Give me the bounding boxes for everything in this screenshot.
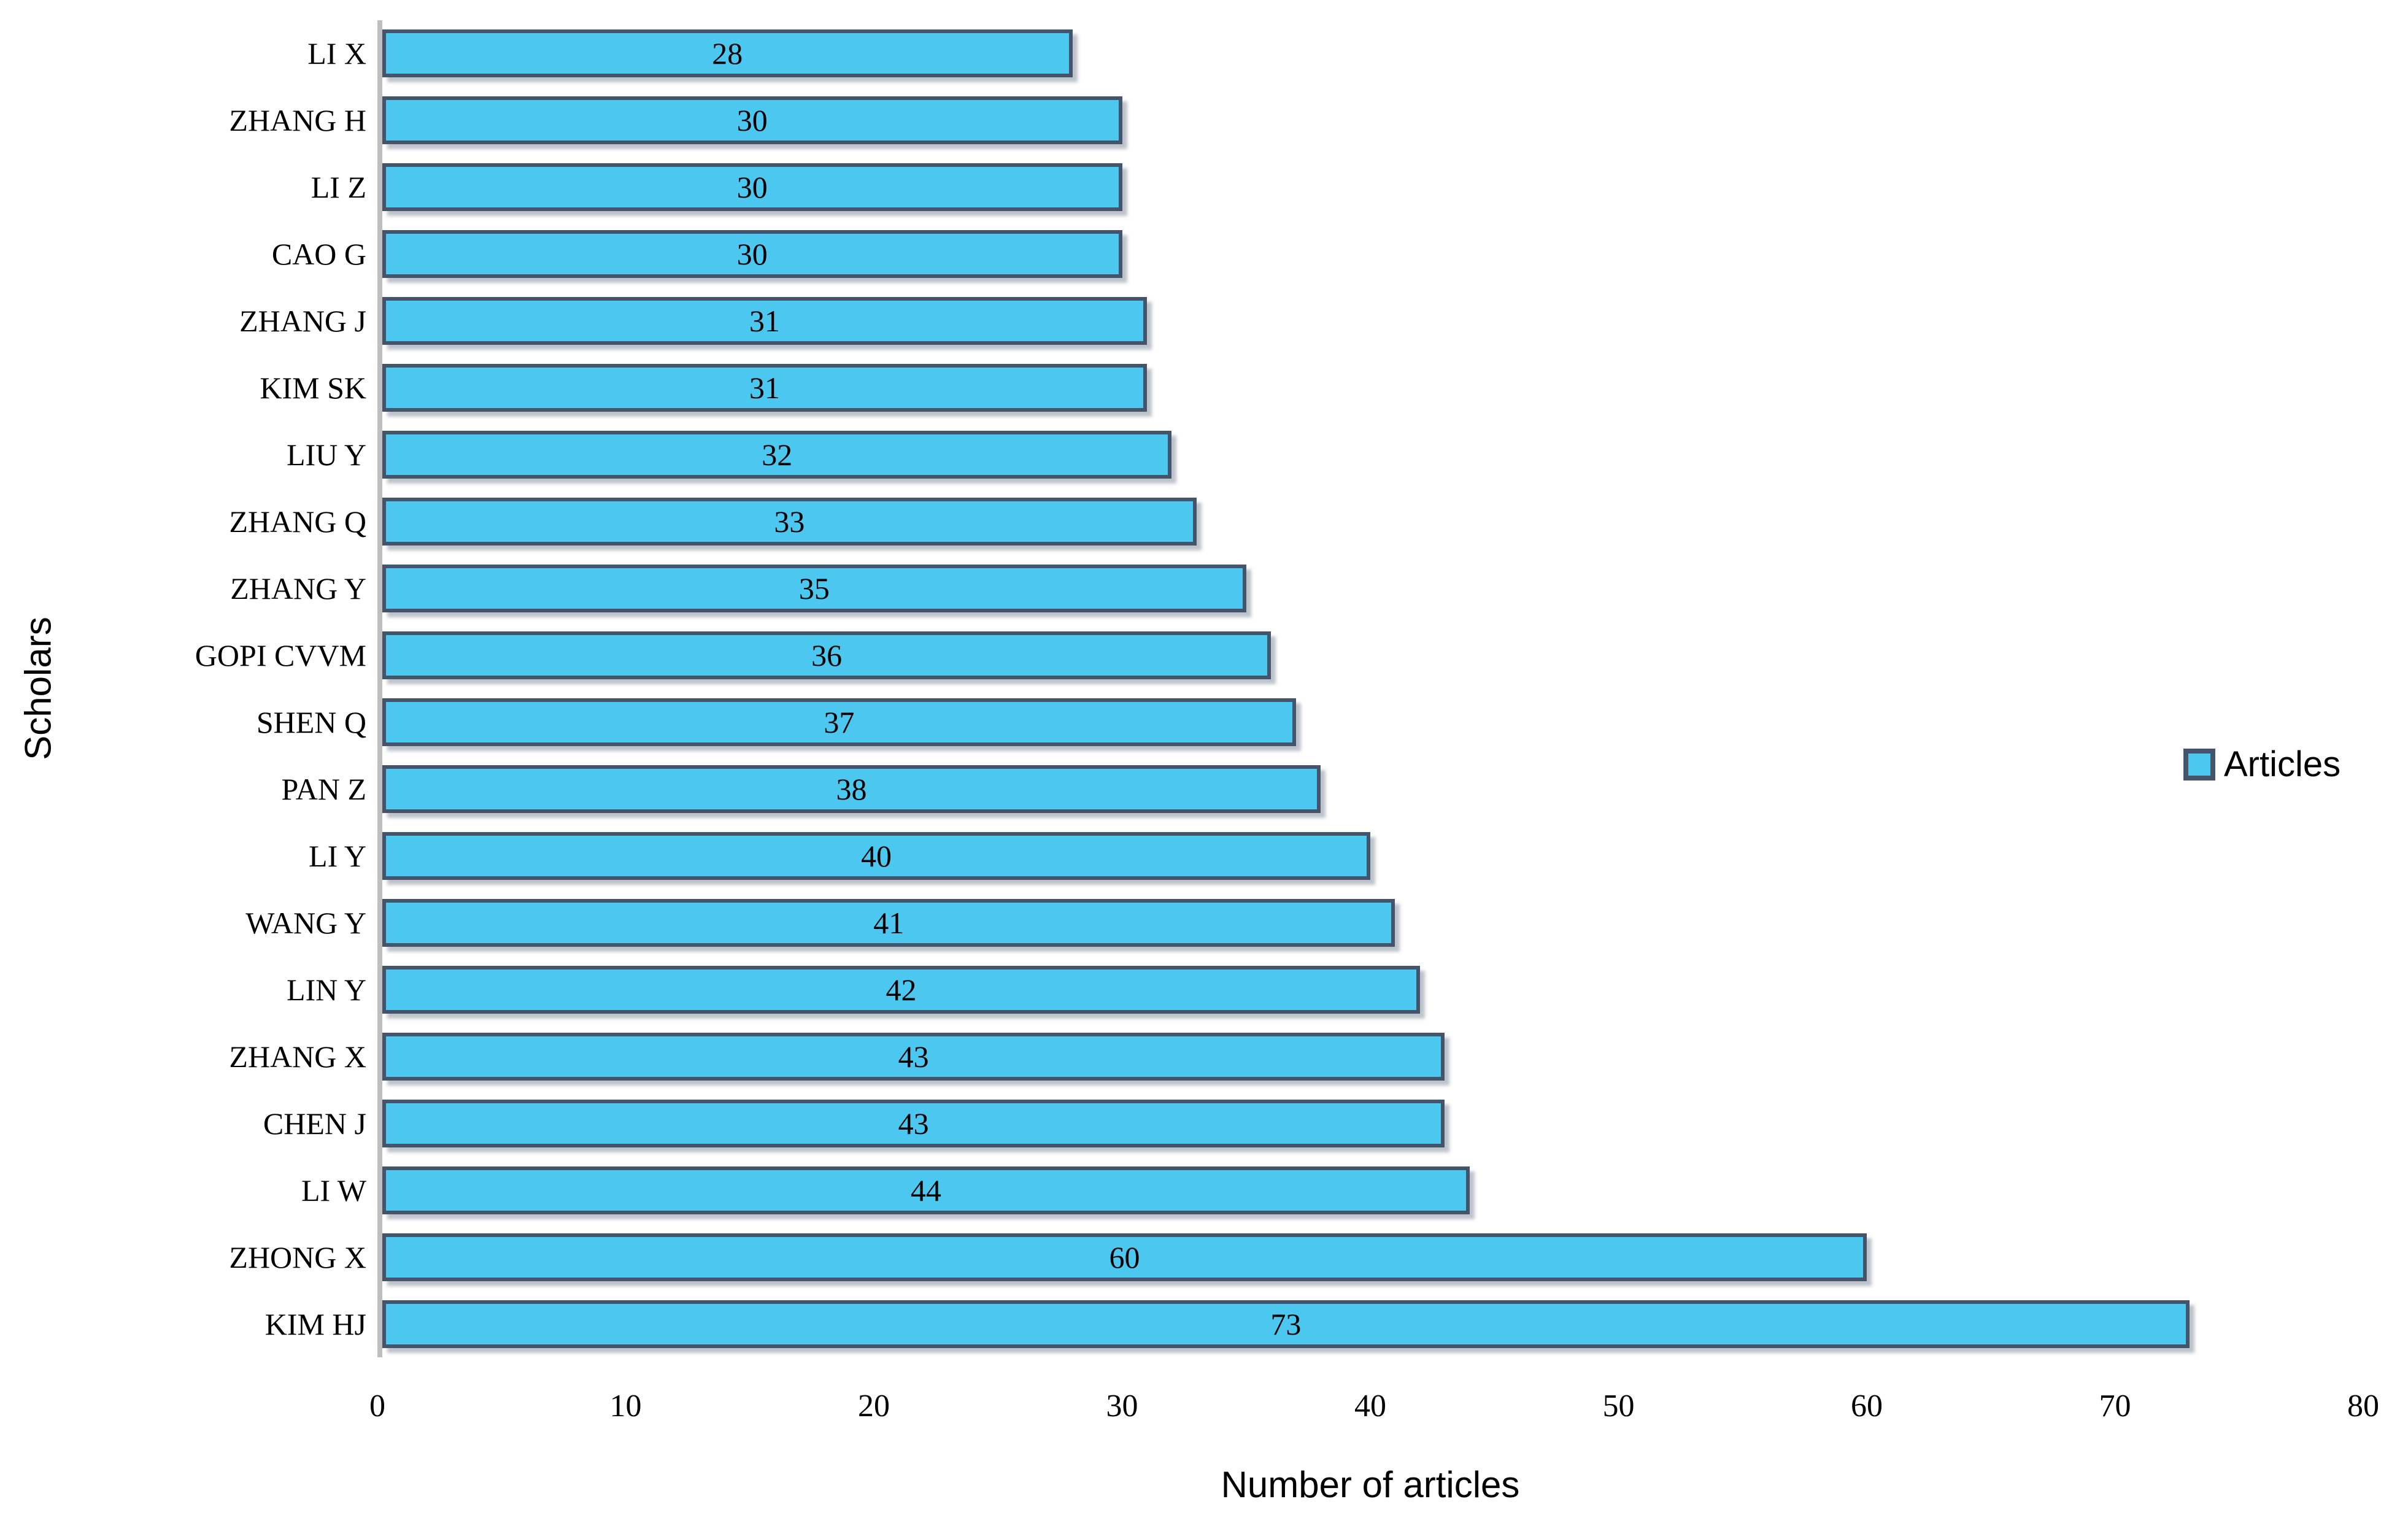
category-label: SHEN Q	[256, 704, 366, 739]
category-label: ZHANG Q	[229, 504, 366, 539]
x-axis-tick-label: 0	[369, 1389, 385, 1424]
bar-value-label: 36	[811, 638, 843, 673]
category-label: LIN Y	[286, 972, 366, 1007]
x-axis-tick-label: 60	[1851, 1389, 1883, 1424]
bar: 38	[382, 765, 1321, 813]
category-label: LI Y	[309, 838, 366, 873]
category-label: LIU Y	[286, 438, 366, 472]
bar: 30	[382, 230, 1122, 279]
bar-value-label: 30	[736, 103, 768, 138]
bar: 31	[382, 297, 1147, 345]
bar-value-label: 30	[736, 170, 768, 205]
category-label: LI W	[301, 1173, 366, 1208]
bar: 36	[382, 631, 1272, 680]
x-axis-tick-label: 70	[2099, 1389, 2131, 1424]
bar-value-label: 30	[736, 237, 768, 272]
bar: 31	[382, 364, 1147, 412]
category-label: KIM SK	[260, 371, 366, 406]
x-axis-tick-label: 10	[609, 1389, 642, 1424]
bar-value-label: 37	[824, 704, 855, 739]
legend: Articles	[2183, 744, 2340, 785]
x-axis-tick-label: 40	[1354, 1389, 1386, 1424]
bar: 30	[382, 96, 1122, 145]
bar-value-label: 43	[898, 1039, 929, 1074]
y-axis-line	[377, 20, 382, 1357]
category-label: KIM HJ	[264, 1306, 366, 1341]
bar-value-label: 33	[774, 504, 805, 539]
bar-value-label: 32	[762, 438, 793, 472]
x-axis-title: Number of articles	[1221, 1464, 1520, 1505]
category-label: PAN Z	[281, 771, 366, 806]
category-label: ZHONG X	[229, 1239, 366, 1274]
bar: 40	[382, 831, 1370, 880]
bar-value-label: 41	[873, 905, 905, 940]
bar: 32	[382, 431, 1172, 479]
category-label: CHEN J	[263, 1106, 366, 1141]
bar-value-label: 38	[836, 771, 867, 806]
legend-label: Articles	[2224, 744, 2341, 784]
category-label: ZHANG J	[239, 304, 366, 339]
bar: 35	[382, 565, 1246, 613]
bar: 43	[382, 1099, 1445, 1147]
category-label: WANG Y	[245, 905, 366, 940]
bar-value-label: 31	[749, 371, 780, 406]
category-label: CAO G	[271, 237, 366, 272]
category-label: GOPI CVVM	[195, 638, 366, 673]
bar: 43	[382, 1032, 1445, 1081]
bar: 33	[382, 498, 1197, 546]
x-axis-tick-label: 20	[858, 1389, 890, 1424]
category-label: LI X	[307, 36, 366, 71]
bar-value-label: 42	[886, 972, 917, 1007]
category-label: LI Z	[311, 170, 366, 205]
bar-value-label: 28	[712, 36, 743, 71]
bar-value-label: 31	[749, 304, 780, 339]
bar: 28	[382, 29, 1073, 78]
x-axis-tick-label: 80	[2347, 1389, 2379, 1424]
legend-swatch	[2183, 748, 2215, 781]
bar: 44	[382, 1166, 1470, 1214]
category-label: ZHANG Y	[230, 571, 366, 606]
x-axis-tick-label: 30	[1106, 1389, 1138, 1424]
bar: 30	[382, 163, 1122, 212]
bar: 41	[382, 898, 1395, 947]
category-label: ZHANG X	[229, 1039, 366, 1074]
bar-value-label: 40	[861, 838, 892, 873]
bar-value-label: 35	[798, 571, 830, 606]
x-axis-tick-label: 50	[1602, 1389, 1635, 1424]
bar: 60	[382, 1233, 1867, 1281]
bar: 73	[382, 1300, 2190, 1348]
category-label: ZHANG H	[229, 103, 366, 138]
bar-value-label: 60	[1109, 1239, 1140, 1274]
bar: 37	[382, 698, 1296, 746]
bar: 42	[382, 965, 1420, 1014]
bar-value-label: 73	[1270, 1306, 1302, 1341]
bar-value-label: 44	[910, 1173, 941, 1208]
bar-value-label: 43	[898, 1106, 929, 1141]
